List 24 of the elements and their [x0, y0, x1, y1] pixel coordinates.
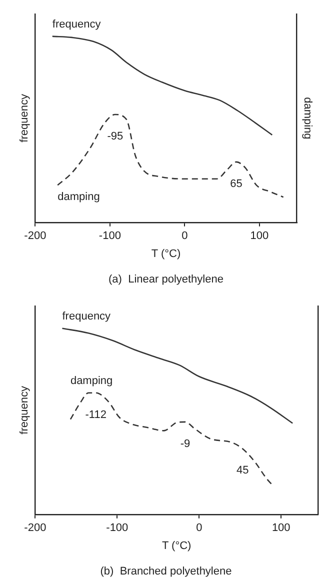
y-axis-title: frequency — [18, 94, 31, 142]
x-tick-label: -200 — [24, 230, 46, 242]
y-axis-title: frequency — [18, 386, 31, 434]
series-label: damping — [70, 374, 113, 387]
y2-axis-title: damping — [301, 97, 314, 140]
x-tick-label: -200 — [24, 522, 46, 534]
x-tick-label: 0 — [196, 522, 202, 534]
x-tick-label: 0 — [182, 230, 188, 242]
x-tick-label: -100 — [98, 230, 121, 242]
x-axis-title: T (°C) — [151, 248, 181, 260]
annotation: 65 — [230, 178, 242, 190]
x-tick-label: -100 — [106, 522, 128, 534]
x-axis-title: T (°C) — [162, 540, 192, 552]
text: (b) Branched polyethylene — [100, 565, 232, 578]
x-tick-label: 100 — [272, 522, 290, 534]
series-label: damping — [58, 191, 100, 204]
x-tick-label: 100 — [250, 230, 269, 242]
series-label: frequency — [62, 310, 112, 322]
series-label: frequency — [52, 18, 102, 30]
annotation: -95 — [107, 130, 124, 143]
annotation: 45 — [236, 464, 249, 477]
annotation: -112 — [85, 408, 106, 421]
text: (a) Linear polyethylene — [108, 273, 224, 286]
annotation: -9 — [180, 438, 190, 450]
